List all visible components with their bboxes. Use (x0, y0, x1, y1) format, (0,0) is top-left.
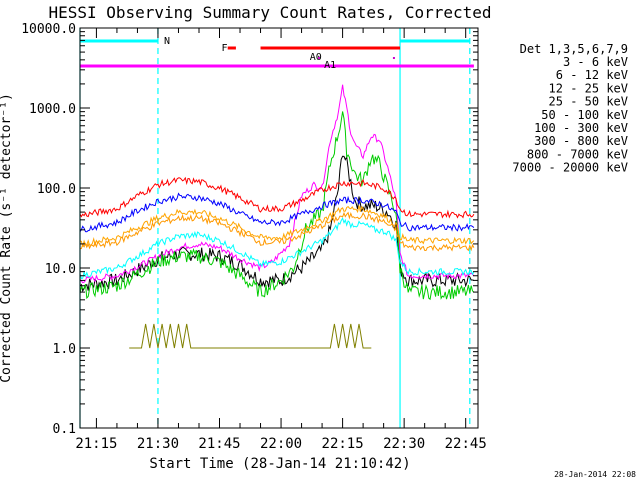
footer-timestamp: 28-Jan-2014 22:08 (554, 470, 636, 479)
x-tick-label: 22:15 (322, 436, 364, 452)
x-tick-label: 21:45 (198, 436, 240, 452)
x-axis-label: Start Time (28-Jan-14 21:10:42) (149, 456, 410, 472)
x-tick-label: 21:30 (137, 436, 179, 452)
series-line-4 (79, 205, 475, 247)
axes-layer: 0.1 1.0 10.0 100.0 1000.0 10000.0 21:15 21:30 21… (21, 22, 487, 452)
y-tick-label: 1000.0 (29, 102, 76, 117)
legend-entry: 25 - 50 keV (549, 95, 628, 109)
x-tick-label: 22:30 (383, 436, 425, 452)
series-layer (79, 84, 475, 349)
y-tick-label: 10.0 (45, 262, 76, 277)
legend-entry: 100 - 300 keV (534, 121, 628, 135)
series-line-1 (79, 84, 475, 284)
flag-label-F: F (222, 43, 228, 54)
plot-frame (79, 27, 479, 429)
legend-entry: 7000 - 20000 keV (512, 161, 628, 175)
legend-title: Det 1,3,5,6,7,9 (520, 42, 628, 56)
x-tick-label: 21:15 (75, 436, 117, 452)
flag-marker (392, 57, 395, 59)
flag-label-A0: A0 (310, 52, 322, 63)
series-line-3 (79, 217, 475, 280)
legend-entry: 50 - 100 keV (541, 108, 628, 122)
legend-entry: 300 - 800 keV (534, 134, 628, 148)
legend-entry: 800 - 7000 keV (527, 147, 628, 161)
x-tick-label: 22:00 (260, 436, 302, 452)
chart-title: HESSI Observing Summary Count Rates, Cor… (48, 3, 491, 22)
y-tick-label: 100.0 (37, 182, 76, 197)
legend-entry: 6 - 12 keV (556, 68, 628, 82)
series-line-6 (79, 192, 475, 233)
flag-label-N: N (164, 36, 170, 47)
y-tick-label: 10000.0 (21, 22, 76, 37)
series-line-8 (129, 323, 372, 349)
x-tick-label: 22:45 (445, 436, 487, 452)
y-tick-label: 1.0 (53, 342, 76, 357)
series-line-2 (79, 111, 475, 301)
flag-marker (317, 57, 320, 59)
series-line-7 (79, 211, 475, 252)
legend-entry: 12 - 25 keV (549, 81, 628, 95)
y-tick-label: 0.1 (53, 422, 76, 437)
y-axis-label: Corrected Count Rate (s⁻¹ detector⁻¹) (0, 93, 14, 383)
legend-entry: 3 - 6 keV (563, 55, 628, 69)
series-line-5 (79, 176, 475, 219)
flag-label-A1: A1 (324, 60, 336, 71)
